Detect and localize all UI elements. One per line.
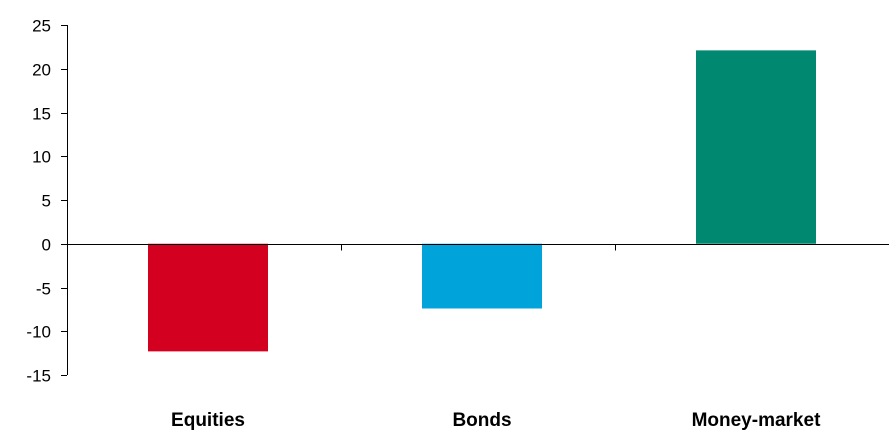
y-tick-label: 10 <box>32 148 51 167</box>
bar-equities <box>148 243 268 352</box>
bar-money-market <box>696 50 816 244</box>
y-tick-label: 20 <box>32 61 51 80</box>
y-tick-label: 25 <box>32 17 51 36</box>
x-axis <box>67 244 889 251</box>
y-axis: 25 20 15 10 5 0 -5 -10 -15 <box>26 17 68 386</box>
category-label: Money-market <box>692 410 821 431</box>
bar-bonds <box>422 243 542 309</box>
y-tick-label: -10 <box>26 323 51 342</box>
bars <box>148 50 816 352</box>
y-tick-label: 0 <box>42 236 51 255</box>
y-tick-label: 5 <box>42 192 51 211</box>
y-tick-label: -5 <box>36 280 51 299</box>
category-label: Bonds <box>452 410 511 431</box>
y-tick-label: -15 <box>26 367 51 386</box>
category-label: Equities <box>171 410 245 431</box>
y-tick-label: 15 <box>32 105 51 124</box>
category-labels: Equities Bonds Money-market <box>171 410 821 431</box>
